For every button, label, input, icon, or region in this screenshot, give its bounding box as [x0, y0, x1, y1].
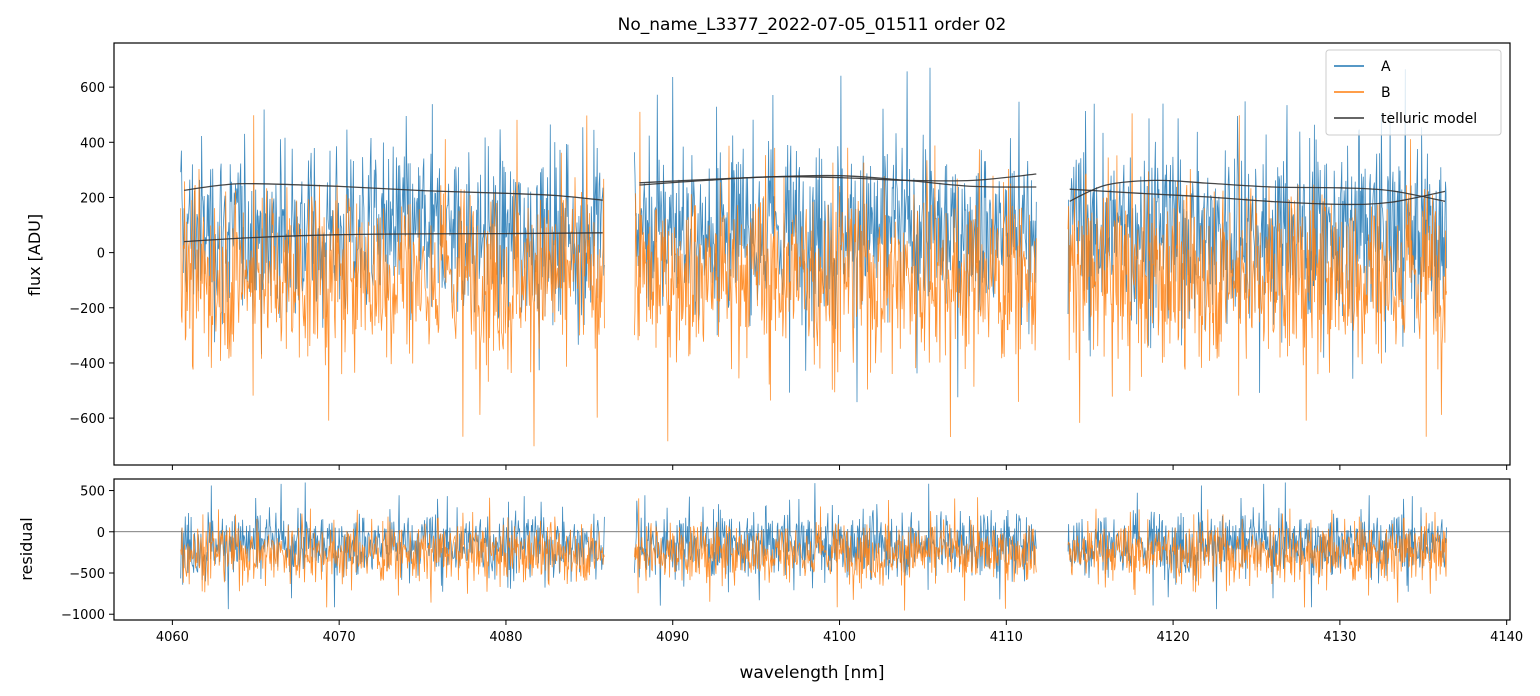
- spectrum-y-tick-label-600: 600: [80, 81, 105, 96]
- residual-x-tick-label-4100: 4100: [823, 630, 856, 645]
- legend-label-a: A: [1381, 59, 1391, 75]
- spectrum-panel-frame: [113, 42, 1511, 466]
- residual-x-tick-label-4070: 4070: [323, 630, 356, 645]
- spectrum-y-tick-label-400: 400: [80, 136, 105, 151]
- spectrum-panel: −600 −400 −200 0 200 400 600 A B telluric mode…: [69, 42, 1511, 470]
- residual-panel-frame: [113, 478, 1511, 621]
- residual-x-tick-label-4090: 4090: [656, 630, 689, 645]
- spectrum-y-tick-label--400: −400: [69, 357, 105, 372]
- legend-label-b: B: [1381, 85, 1391, 101]
- chart-title: No_name_L3377_2022-07-05_01511 order 02: [618, 15, 1007, 35]
- spectrum-y-tick-label--200: −200: [69, 302, 105, 317]
- residual-series-b-segment-1: [180, 497, 605, 608]
- telluric-model-curve-5: [1069, 179, 1446, 202]
- spectrum-y-tick-label--600: −600: [69, 412, 105, 427]
- telluric-model-curve-1: [184, 182, 603, 201]
- x-axis-label: wavelength [nm]: [739, 663, 884, 683]
- residual-y-tick-label--1000: −1000: [61, 608, 105, 623]
- spectrum-y-tick-label-0: 0: [97, 247, 105, 262]
- residual-series-b-segment-3: [1067, 508, 1447, 608]
- residual-x-tick-label-4130: 4130: [1323, 630, 1356, 645]
- residual-x-tick-label-4110: 4110: [990, 630, 1023, 645]
- spectrum-series-b-segment-3: [1067, 113, 1447, 437]
- residual-y-tick-label-0: 0: [97, 526, 105, 541]
- spectrum-y-tick-label-200: 200: [80, 191, 105, 206]
- telluric-model-curve-4: [639, 174, 1037, 188]
- legend-box: [1325, 49, 1502, 136]
- top-y-axis-label: flux [ADU]: [25, 214, 44, 296]
- residual-y-tick-label-500: 500: [80, 485, 105, 500]
- spectrum-series-b-segment-2: [634, 111, 1037, 442]
- residual-x-tick-label-4140: 4140: [1490, 630, 1523, 645]
- legend: A B telluric model: [1325, 49, 1502, 136]
- telluric-model-curve-3: [639, 173, 1037, 186]
- bottom-y-axis-label: residual: [17, 517, 36, 580]
- residual-x-tick-label-4080: 4080: [489, 630, 522, 645]
- spectrum-series-b-segment-1: [180, 115, 605, 447]
- residual-x-tick-label-4060: 4060: [156, 630, 189, 645]
- residual-panel: 4060 4070 4080 4090 4100 4110 4120 4130 4140 −100…: [61, 478, 1523, 645]
- legend-label-telluric: telluric model: [1381, 111, 1477, 127]
- residual-x-tick-label-4120: 4120: [1157, 630, 1190, 645]
- residual-y-tick-label--500: −500: [69, 567, 105, 582]
- telluric-model-curve-6: [1069, 188, 1446, 206]
- residual-series-b-segment-2: [634, 497, 1037, 611]
- telluric-model-curve-2: [184, 232, 603, 243]
